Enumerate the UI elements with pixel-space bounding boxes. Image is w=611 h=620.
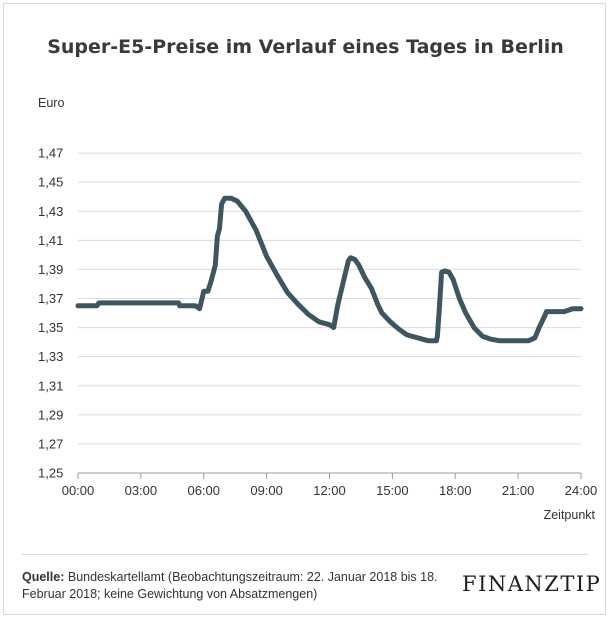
x-tick-label: 00:00	[62, 483, 95, 498]
x-tick-label: 18:00	[439, 483, 472, 498]
y-tick-label: 1,41	[38, 233, 63, 248]
x-tick-label: 24:00	[565, 483, 598, 498]
x-axis-label: Zeitpunkt	[544, 508, 596, 522]
y-tick-label: 1,33	[38, 349, 63, 364]
chart-title: Super-E5-Preise im Verlauf eines Tages i…	[47, 36, 564, 58]
y-tick-label: 1,43	[38, 204, 63, 219]
x-tick-label: 15:00	[376, 483, 409, 498]
x-axis-ticks: 00:00 03:00 06:00 09:00 12:00 15:00 18:00 21:00…	[62, 473, 598, 498]
y-tick-label: 1,39	[38, 262, 63, 277]
series-line	[75, 195, 584, 344]
y-tick-label: 1,29	[38, 407, 63, 422]
y-tick-label: 1,47	[38, 146, 63, 161]
x-tick-label: 06:00	[187, 483, 220, 498]
source-note: Quelle: Bundeskartellamt (Beobachtungsze…	[22, 569, 442, 603]
y-tick-label: 1,25	[38, 466, 63, 481]
x-tick-label: 09:00	[250, 483, 283, 498]
series-group	[75, 195, 584, 344]
gridlines	[78, 152, 581, 474]
x-tick-label: 03:00	[125, 483, 158, 498]
source-label: Quelle:	[22, 570, 65, 584]
x-tick-label: 12:00	[313, 483, 346, 498]
source-text: Bundeskartellamt (Beobachtungszeitraum: …	[22, 570, 438, 601]
y-tick-label: 1,35	[38, 320, 63, 335]
y-axis-ticks: 1,25 1,27 1,29 1,31 1,33 1,35 1,37 1,39 1,41 1,43…	[38, 146, 63, 481]
y-tick-label: 1,27	[38, 436, 63, 451]
y-axis-label: Euro	[38, 96, 64, 110]
x-tick-label: 21:00	[502, 483, 535, 498]
finanztip-logo: FINANZTIP	[462, 572, 602, 596]
y-tick-label: 1,37	[38, 291, 63, 306]
y-tick-label: 1,31	[38, 378, 63, 393]
y-tick-label: 1,45	[38, 175, 63, 190]
footer-divider	[22, 554, 588, 555]
